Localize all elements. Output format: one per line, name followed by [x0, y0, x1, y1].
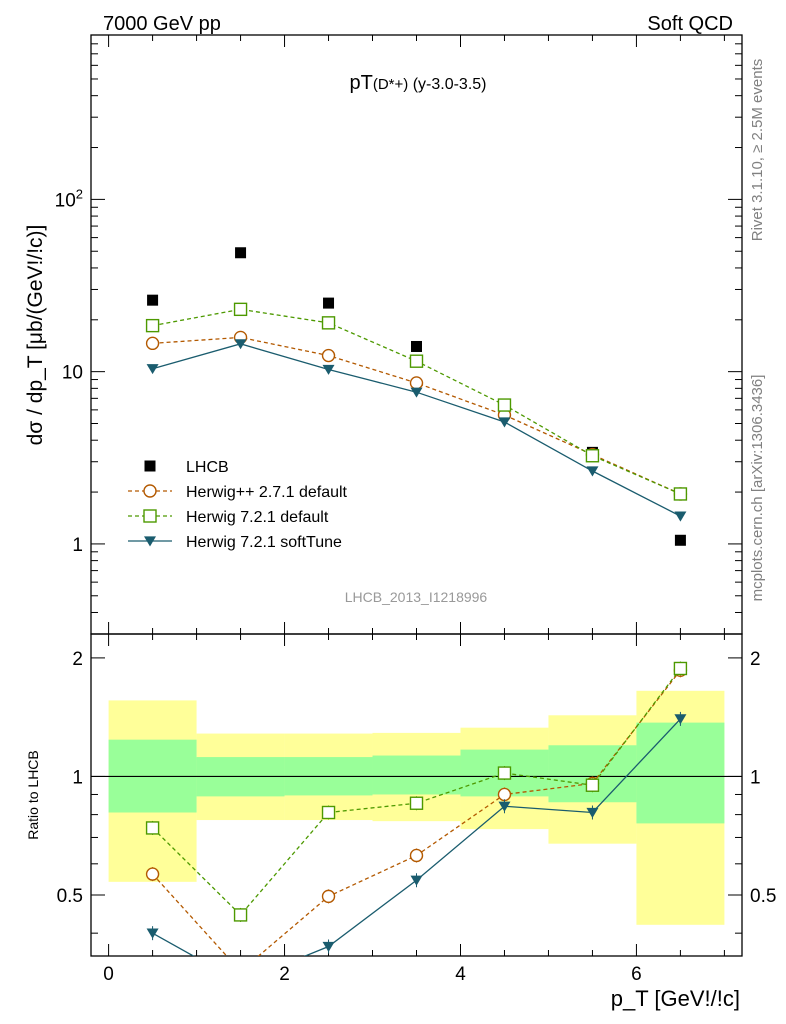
chart-title-sub: (D*+)	[373, 76, 408, 93]
data-marker	[411, 340, 422, 352]
ratio-marker	[146, 928, 159, 939]
axis-ticks	[91, 34, 742, 956]
y-tick-label-ratio-left: 2	[72, 649, 83, 670]
x-axis-label: p_T [GeV!/!c]	[611, 986, 740, 1011]
x-tick-label: 4	[455, 964, 466, 985]
legend-label: Herwig++ 2.7.1 default	[186, 484, 348, 501]
y-tick-label: 102	[55, 186, 83, 211]
legend-label: Herwig 7.2.1 default	[186, 509, 329, 526]
axis-tick-labels: 0 2 4 6 1 10 102 0.5 0.5 1 1 2 2	[55, 186, 777, 985]
series-ratio-group	[145, 661, 688, 922]
data-marker	[233, 302, 248, 317]
data-marker	[409, 354, 424, 368]
ratio-marker	[145, 821, 160, 835]
chart-title: pT(D*+) (y-3.0-3.5)	[349, 72, 486, 94]
ratio-marker	[409, 848, 424, 863]
y-axis-label-ratio: Ratio to LHCB	[25, 750, 41, 839]
data-marker	[146, 364, 159, 375]
data-marker	[673, 487, 688, 501]
data-marker	[234, 339, 247, 350]
y-tick-label-ratio-left: 1	[72, 767, 83, 788]
ratio-marker	[235, 965, 247, 977]
x-tick-label: 2	[279, 964, 290, 985]
ratio-marker	[497, 787, 512, 802]
ratio-marker	[235, 978, 247, 988]
data-marker	[674, 511, 687, 522]
legend-marker	[143, 484, 157, 498]
data-marker	[235, 247, 247, 259]
ratio-marker	[409, 796, 424, 810]
x-tick-label: 0	[103, 964, 114, 985]
legend-marker	[144, 536, 156, 547]
ratio-marker	[321, 889, 336, 904]
y-tick-label-ratio-left: 0.5	[57, 886, 83, 907]
y-tick-label-ratio-right: 2	[750, 649, 761, 670]
y-tick-label-ratio-right: 1	[750, 767, 761, 788]
header-left: 7000 GeV pp	[103, 13, 221, 35]
data-marker	[410, 387, 423, 398]
ratio-marker	[674, 714, 687, 725]
ratio-marker	[322, 941, 335, 952]
data-marker	[585, 449, 600, 463]
data-marker	[409, 376, 424, 390]
header-right: Soft QCD	[647, 13, 733, 35]
data-marker	[322, 364, 335, 375]
data-marker	[497, 398, 512, 412]
data-marker	[145, 336, 160, 351]
data-marker	[147, 294, 159, 306]
ratio-marker	[145, 867, 160, 881]
ratio-marker	[673, 661, 688, 676]
legend: LHCB Herwig++ 2.7.1 default Herwig 7.2.1 d…	[128, 459, 348, 551]
data-marker	[586, 466, 599, 477]
mcplots-label: mcplots.cern.ch [arXiv:1306.3436]	[749, 375, 766, 602]
data-marker	[321, 348, 336, 363]
y-tick-label: 1	[72, 535, 83, 556]
ratio-marker	[585, 778, 600, 792]
legend-label: Herwig 7.2.1 softTune	[186, 534, 342, 551]
analysis-id: LHCB_2013_I1218996	[345, 589, 488, 605]
legend-label: LHCB	[186, 459, 229, 476]
ratio-marker	[233, 908, 248, 922]
ratio-marker	[321, 805, 336, 820]
data-marker	[323, 297, 335, 309]
ratio-marker	[410, 875, 423, 886]
stat-band-6	[636, 722, 725, 824]
data-marker	[674, 534, 686, 546]
legend-marker	[144, 460, 156, 472]
legend-marker	[143, 509, 157, 523]
chart-title-main: pT	[349, 72, 372, 94]
series-ratio-group	[146, 711, 687, 988]
data-marker	[498, 417, 511, 428]
x-tick-label: 6	[631, 964, 642, 985]
data-marker	[145, 318, 160, 333]
y-axis-label-main: dσ / dp_T [μb/(GeV!/!c)]	[24, 225, 47, 446]
rivet-label: Rivet 3.1.10, ≥ 2.5M events	[749, 59, 766, 242]
y-tick-label: 10	[62, 363, 83, 384]
ratio-marker	[498, 801, 511, 812]
stat-band-3	[372, 755, 461, 795]
series-2	[145, 302, 688, 922]
stat-band-5	[548, 745, 637, 803]
ratio-marker	[586, 807, 599, 818]
ratio-marker	[497, 766, 512, 780]
data-marker	[321, 316, 336, 330]
chart-title-rest: (y-3.0-3.5)	[408, 76, 486, 93]
series-layer	[145, 247, 688, 988]
y-tick-label-ratio-right: 0.5	[750, 886, 776, 907]
series-line-main	[152, 308, 681, 495]
series-3	[146, 339, 687, 988]
